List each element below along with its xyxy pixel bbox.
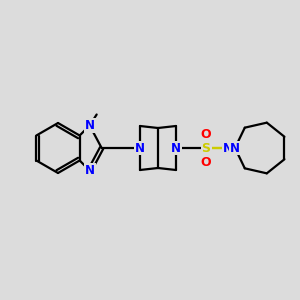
Text: N: N	[85, 164, 95, 177]
Text: N: N	[223, 142, 233, 154]
Text: N: N	[135, 142, 145, 154]
Text: O: O	[201, 128, 211, 140]
Text: O: O	[201, 155, 211, 169]
Text: N: N	[230, 142, 240, 154]
Text: N: N	[85, 119, 95, 132]
Text: N: N	[171, 142, 181, 154]
Text: S: S	[202, 142, 211, 154]
